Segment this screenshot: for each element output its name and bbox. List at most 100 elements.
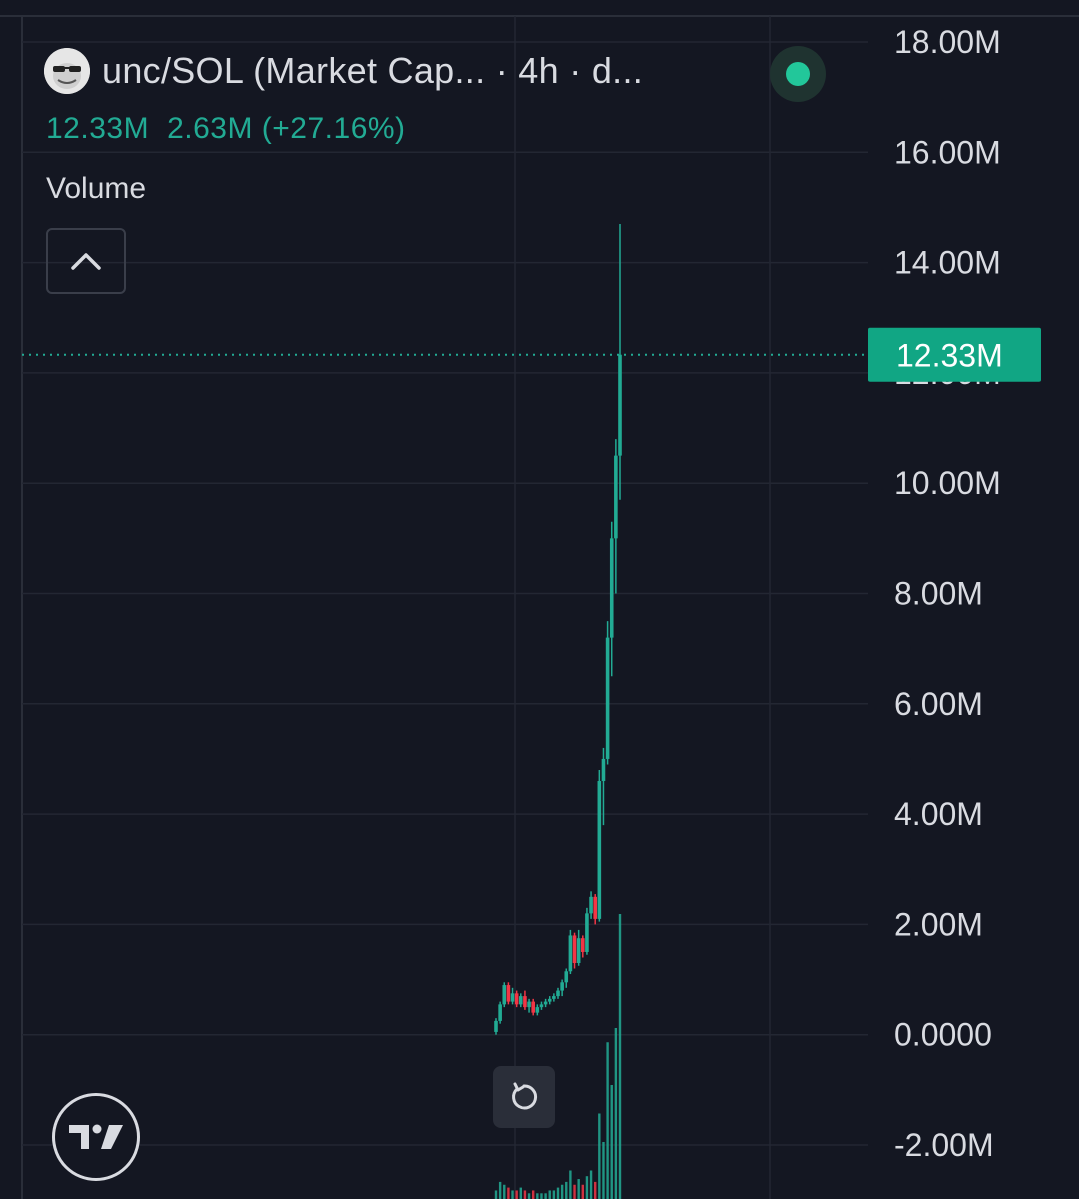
candle xyxy=(581,935,585,958)
market-open-dot-icon xyxy=(786,62,810,86)
candle-body xyxy=(581,938,585,952)
candle xyxy=(552,993,556,1002)
y-tick-label: 18.00M xyxy=(894,24,1001,60)
candle-body xyxy=(614,455,618,539)
candle xyxy=(539,1001,544,1010)
candle-body xyxy=(510,993,515,1002)
candle-body xyxy=(523,996,527,1008)
candle-body xyxy=(597,781,602,919)
volume-bar xyxy=(585,1176,589,1199)
candle xyxy=(568,929,573,975)
candle-body xyxy=(609,538,614,638)
volume-bar xyxy=(573,1184,576,1199)
candle-body xyxy=(502,985,507,1005)
candle xyxy=(547,996,552,1005)
candle xyxy=(576,929,581,966)
volume-bar xyxy=(507,1187,510,1199)
chart-header: unc/SOL (Market Cap... · 4h · d... xyxy=(44,44,643,98)
ohlc-legend: 12.33M 2.63M (+27.16%) xyxy=(46,112,424,146)
candle xyxy=(510,987,515,1005)
token-avatar-icon xyxy=(44,48,90,94)
candle-body xyxy=(535,1007,540,1013)
candle-body xyxy=(593,896,597,919)
candle xyxy=(506,982,511,1005)
y-tick-label: 10.00M xyxy=(894,465,1001,501)
volume-bar xyxy=(581,1184,584,1199)
market-status[interactable] xyxy=(770,46,826,102)
candle xyxy=(523,990,527,1010)
candle-body xyxy=(531,1001,535,1013)
candle xyxy=(605,621,610,765)
candle-body xyxy=(519,996,523,1005)
candle-body xyxy=(498,1004,502,1021)
candle-body xyxy=(543,1001,548,1005)
candle-body xyxy=(560,982,564,991)
reset-chart-button[interactable] xyxy=(493,1066,555,1128)
candle-body xyxy=(514,993,519,1005)
y-axis[interactable]: 18.00M16.00M14.00M12.00M10.00M8.00M6.00M… xyxy=(868,24,1041,1163)
candle-body xyxy=(572,935,577,964)
candle xyxy=(543,998,548,1008)
volume-bar xyxy=(614,1028,618,1199)
candle-body xyxy=(564,971,569,983)
volume-bar xyxy=(594,1181,597,1199)
volume-bars xyxy=(494,914,622,1199)
last-price-tag xyxy=(868,327,1041,382)
candle-body xyxy=(527,1001,531,1008)
candle-body xyxy=(552,996,556,999)
volume-bar xyxy=(548,1190,551,1199)
candle xyxy=(494,1018,498,1035)
candle xyxy=(527,998,531,1013)
volume-bar xyxy=(610,1085,613,1199)
volume-bar xyxy=(498,1181,502,1199)
y-tick-label: -2.00M xyxy=(894,1127,994,1163)
candle xyxy=(597,769,602,922)
chevron-up-icon xyxy=(71,253,101,270)
volume-bar xyxy=(519,1187,522,1199)
candle-body xyxy=(556,990,560,997)
candle-body xyxy=(618,354,622,456)
collapse-legend-button[interactable] xyxy=(46,228,126,294)
candle xyxy=(535,1004,540,1016)
volume-bar xyxy=(544,1193,547,1199)
candle xyxy=(498,1001,502,1024)
candle xyxy=(514,990,519,1008)
volume-bar xyxy=(523,1190,527,1199)
candle xyxy=(601,747,606,826)
volume-bar xyxy=(602,1142,605,1199)
candle xyxy=(531,998,535,1016)
y-tick-label: 8.00M xyxy=(894,576,983,612)
candle xyxy=(593,894,597,925)
volume-bar xyxy=(565,1181,568,1199)
volume-bar xyxy=(598,1113,601,1199)
current-value: 12.33M xyxy=(46,112,150,145)
y-tick-label: 0.0000 xyxy=(894,1017,992,1053)
candle-body xyxy=(506,985,511,1002)
candle xyxy=(609,521,614,677)
tradingview-logo-icon[interactable] xyxy=(52,1093,140,1181)
chart-title[interactable]: unc/SOL (Market Cap... · 4h · d... xyxy=(102,50,644,91)
candle-body xyxy=(568,935,573,972)
volume-bar xyxy=(503,1184,506,1199)
candle xyxy=(585,907,589,955)
volume-bar xyxy=(552,1190,556,1199)
y-tick-label: 2.00M xyxy=(894,906,983,942)
volume-bar xyxy=(511,1190,514,1199)
reset-chart-icon xyxy=(512,1082,538,1110)
volume-bar xyxy=(569,1170,572,1199)
volume-bar xyxy=(532,1190,535,1199)
candle xyxy=(564,968,569,988)
volume-bar xyxy=(618,914,622,1199)
volume-bar xyxy=(527,1193,531,1199)
volume-bar xyxy=(536,1193,539,1199)
candle-body xyxy=(601,758,606,782)
candle xyxy=(572,932,577,969)
candle-body xyxy=(547,998,552,1002)
volume-bar xyxy=(589,1170,593,1199)
volume-bar xyxy=(556,1187,560,1199)
change-value: 2.63M (+27.16%) xyxy=(167,112,406,145)
candle xyxy=(614,439,618,594)
candle-body xyxy=(589,896,593,914)
volume-bar xyxy=(606,1042,609,1199)
